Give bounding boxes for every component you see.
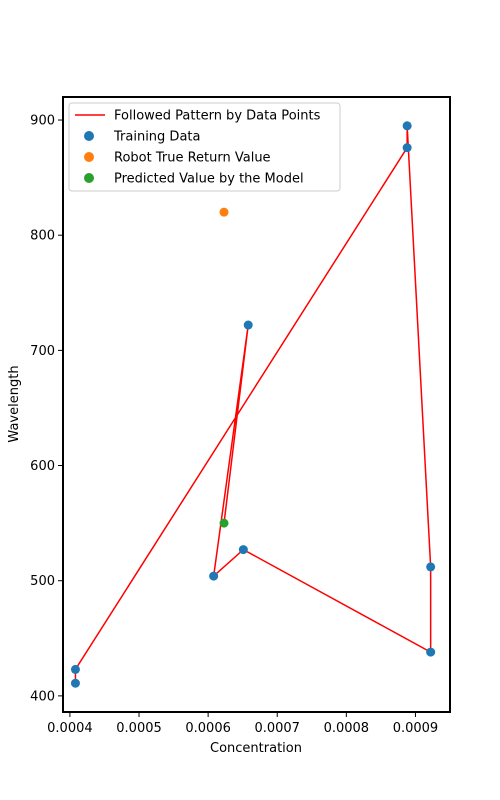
y-tick-label-2: 600: [30, 459, 55, 474]
point-training-data-2: [402, 143, 412, 153]
point-training-data-8: [243, 320, 253, 330]
legend-entry-pattern: Followed Pattern by Data Points: [114, 109, 321, 124]
y-tick-label-5: 900: [30, 114, 55, 129]
y-tick-label-4: 800: [30, 229, 55, 244]
point-training-data-6: [238, 545, 248, 555]
y-axis-label: Wavelength: [7, 365, 22, 442]
legend-marker-training: [84, 131, 94, 141]
point-training-data-7: [209, 571, 219, 581]
x-tick-label-1: 0.0005: [116, 721, 162, 736]
point-training-data-1: [70, 664, 80, 674]
x-tick-label-3: 0.0007: [254, 721, 300, 736]
y-tick-label-1: 500: [30, 574, 55, 589]
x-tick-label-2: 0.0006: [185, 721, 231, 736]
y-tick-label-0: 400: [30, 689, 55, 704]
point-predicted-value-by-the-model-0: [219, 518, 229, 528]
y-tick-label-3: 700: [30, 344, 55, 359]
x-axis-label: Concentration: [210, 741, 302, 756]
plot-area: [70, 121, 436, 688]
legend-entry-true-value: Robot True Return Value: [114, 151, 271, 166]
legend-box: [68, 102, 341, 192]
point-training-data-3: [402, 121, 412, 131]
legend-marker-predicted: [84, 173, 94, 183]
x-tick-label-0: 0.0004: [47, 721, 93, 736]
axis-ticks: 0.0004 0.0005 0.0006 0.0007 0.0008 0.0009 400 5…: [30, 114, 438, 736]
legend-entry-predicted: Predicted Value by the Model: [114, 172, 304, 187]
x-tick-label-5: 0.0009: [393, 721, 439, 736]
point-training-data-5: [426, 647, 436, 657]
point-training-data-0: [70, 678, 80, 688]
legend: Followed Pattern by Data Points Training…: [68, 102, 341, 192]
axes-frame: [62, 96, 451, 713]
point-training-data-4: [426, 562, 436, 572]
pattern-line: [74, 125, 432, 684]
point-robot-true-return-value-0: [219, 207, 229, 217]
legend-marker-true-value: [84, 152, 94, 162]
x-tick-label-4: 0.0008: [324, 721, 370, 736]
legend-entry-training: Training Data: [113, 130, 200, 145]
